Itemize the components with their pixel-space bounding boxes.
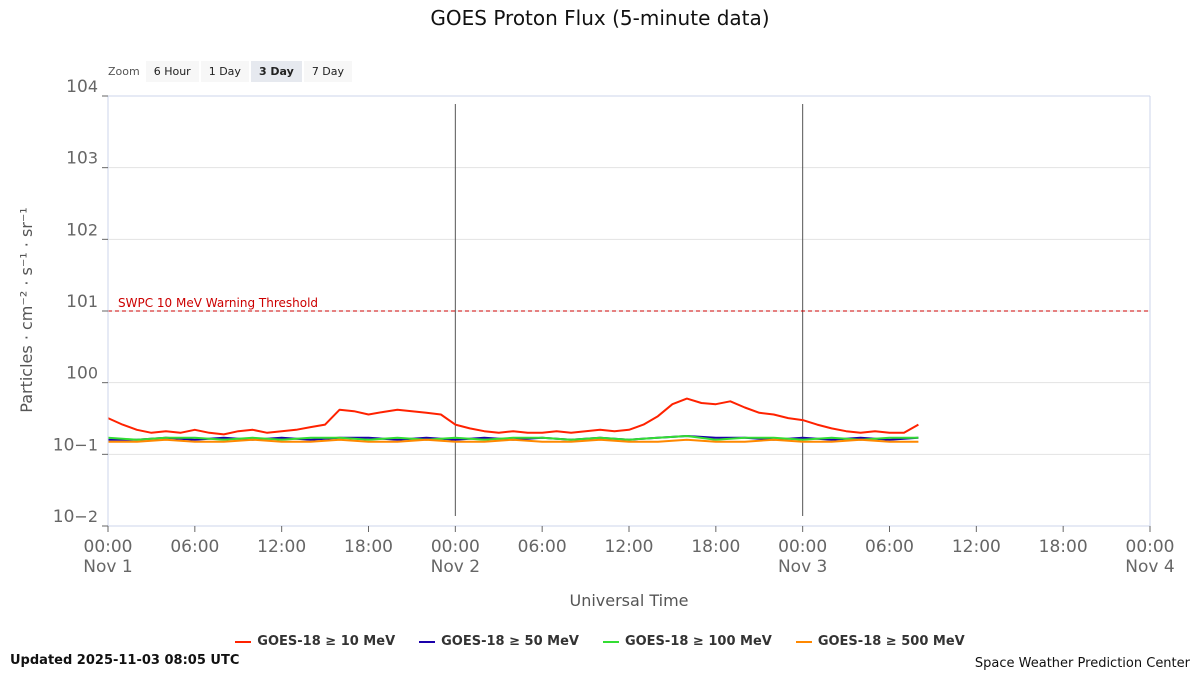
series-lines [107, 397, 919, 443]
legend-swatch-50mev [419, 640, 436, 643]
legend-label-10mev: GOES-18 ≥ 10 MeV [257, 634, 396, 649]
y-tick-label: 100 [66, 364, 98, 384]
y-tick-label: 10−1 [53, 435, 98, 455]
y-tick-label: 103 [66, 149, 98, 169]
legend: GOES-18 ≥ 10 MeV GOES-18 ≥ 50 MeV GOES-1… [0, 634, 1200, 649]
legend-item-100mev[interactable]: GOES-18 ≥ 100 MeV [602, 634, 772, 649]
x-tick-time-label: 12:00 [257, 537, 306, 557]
x-tick-time-label: 06:00 [518, 537, 567, 557]
legend-label-50mev: GOES-18 ≥ 50 MeV [441, 634, 579, 649]
zoom-bar: Zoom 6 Hour 1 Day 3 Day 7 Day [105, 59, 354, 83]
updated-timestamp: Updated 2025-11-03 08:05 UTC [10, 653, 240, 668]
zoom-3-day-button[interactable]: 3 Day [250, 60, 302, 82]
x-tick-time-label: 12:00 [605, 537, 654, 557]
x-tick-time-label: 18:00 [691, 537, 740, 557]
x-tick-time-label: 00:00 [1126, 537, 1175, 557]
threshold-group: SWPC 10 MeV Warning Threshold [108, 296, 1150, 312]
x-tick-time-label: 06:00 [170, 537, 219, 557]
x-tick-date-label: Nov 2 [431, 557, 480, 577]
day-boundary-lines [454, 104, 804, 516]
x-tick-time-label: 12:00 [952, 537, 1001, 557]
chart-title: GOES Proton Flux (5-minute data) [430, 6, 770, 30]
x-tick-date-label: Nov 1 [83, 557, 132, 577]
y-tick-label: 102 [66, 220, 98, 240]
series-line-2 [107, 435, 919, 441]
legend-swatch-500mev [795, 640, 812, 643]
legend-swatch-100mev [602, 640, 619, 643]
threshold-label: SWPC 10 MeV Warning Threshold [118, 296, 318, 310]
legend-item-10mev[interactable]: GOES-18 ≥ 10 MeV [235, 634, 395, 649]
zoom-6-hour-button[interactable]: 6 Hour [145, 60, 199, 82]
zoom-label: Zoom [108, 64, 140, 78]
x-tick-date-label: Nov 3 [778, 557, 827, 577]
x-tick-time-label: 00:00 [778, 537, 827, 557]
y-tick-label: 101 [66, 292, 98, 312]
legend-item-500mev[interactable]: GOES-18 ≥ 500 MeV [795, 634, 965, 649]
x-tick-time-label: 18:00 [344, 537, 393, 557]
legend-label-100mev: GOES-18 ≥ 100 MeV [624, 634, 772, 649]
x-axis-label: Universal Time [569, 591, 688, 610]
legend-item-50mev[interactable]: GOES-18 ≥ 50 MeV [419, 634, 579, 649]
credit-text: Space Weather Prediction Center [974, 656, 1190, 671]
y-tick-label: 10−2 [53, 507, 98, 527]
series-line-3 [108, 438, 919, 443]
x-tick-time-label: 00:00 [84, 537, 133, 557]
series-line-0 [107, 397, 919, 436]
y-axis-ticks: 104 103 102 101 100 10−1 10−2 [53, 77, 108, 527]
x-tick-date-label: Nov 4 [1125, 557, 1174, 577]
legend-swatch-10mev [235, 640, 252, 643]
x-tick-time-label: 06:00 [865, 537, 914, 557]
legend-label-500mev: GOES-18 ≥ 500 MeV [817, 634, 965, 649]
x-tick-time-label: 00:00 [431, 537, 480, 557]
y-axis-label: Particles · cm⁻² · s⁻¹ · sr⁻¹ [17, 207, 36, 412]
proton-flux-chart: SWPC 10 MeV Warning Threshold 1041031021… [17, 77, 1175, 610]
zoom-1-day-button[interactable]: 1 Day [200, 60, 249, 82]
x-tick-time-label: 18:00 [1039, 537, 1088, 557]
zoom-7-day-button[interactable]: 7 Day [303, 60, 353, 82]
y-tick-label: 104 [66, 77, 98, 97]
